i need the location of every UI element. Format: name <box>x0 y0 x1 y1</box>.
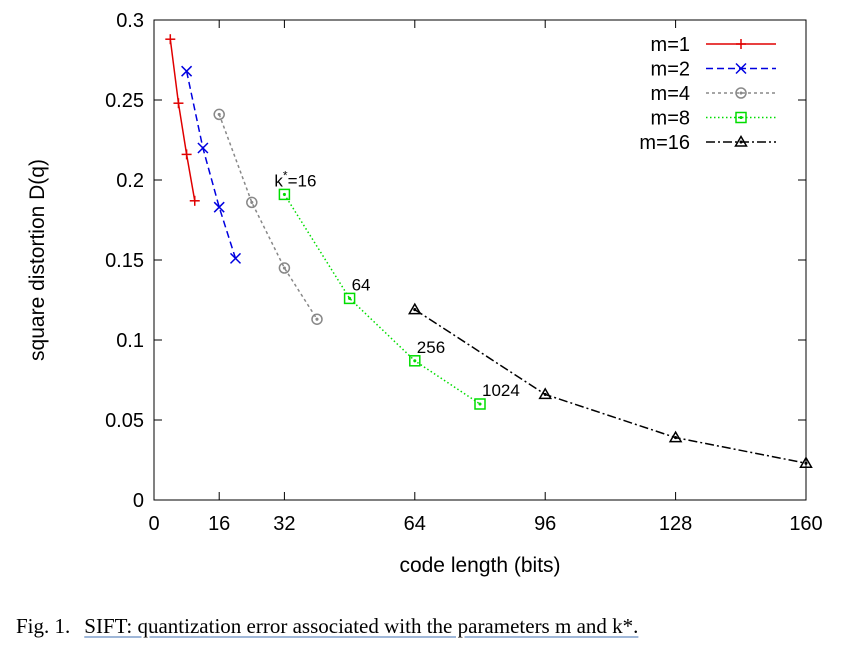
data-point-m=16 <box>407 302 422 315</box>
data-point-m=1 <box>181 149 192 160</box>
y-tick-label: 0.25 <box>105 90 144 112</box>
legend-marker <box>735 62 747 75</box>
legend-label: m=2 <box>651 59 690 81</box>
series-line-m=2 <box>185 71 237 259</box>
figure-caption: Fig. 1. SIFT: quantization error associat… <box>16 614 846 639</box>
legend-label: m=8 <box>651 108 690 130</box>
chart: 0 16 32 64 96 128 160 0 0.05 0.1 0.15 0.2 0.25 0.3 k*… <box>26 10 823 577</box>
data-point-m=4 <box>246 196 258 209</box>
data-point-m=1 <box>189 195 200 206</box>
data-point-m=16 <box>668 430 683 443</box>
caption-label: Fig. 1. <box>16 614 71 638</box>
data-point-m=8 <box>343 292 356 305</box>
legend-marker <box>734 135 748 147</box>
x-tick-label: 96 <box>534 513 556 535</box>
data-point-m=1 <box>173 98 184 109</box>
data-point-m=4 <box>213 108 225 121</box>
point-annotation: 256 <box>417 338 445 357</box>
data-point-m=8 <box>278 188 291 201</box>
x-tick-label: 64 <box>404 513 426 535</box>
data-point-m=16 <box>799 456 813 468</box>
series-line-m=16 <box>414 308 807 464</box>
y-tick-label: 0 <box>133 490 144 512</box>
y-tick-label: 0.1 <box>116 330 144 352</box>
series-line-m=1 <box>169 39 196 201</box>
x-tick-label: 160 <box>789 513 822 535</box>
x-axis-label: code length (bits) <box>399 554 560 577</box>
x-tick-label: 16 <box>208 513 230 535</box>
y-tick-label: 0.15 <box>105 250 144 272</box>
data-point-m=2 <box>213 201 225 213</box>
caption-text: SIFT: quantization error associated with… <box>84 614 639 638</box>
data-point-m=2 <box>229 252 242 264</box>
x-tick-label: 32 <box>273 513 295 535</box>
x-tick-label: 0 <box>148 513 159 535</box>
data-point-m=8 <box>409 355 421 367</box>
y-tick-label: 0.3 <box>116 10 144 32</box>
point-annotation: k*=16 <box>274 168 316 190</box>
legend: m=1 m=2m=4 m=8m=16 <box>639 34 776 154</box>
data-point-m=2 <box>197 142 209 154</box>
data-point-m=1 <box>165 34 176 45</box>
x-tick-label: 128 <box>659 513 692 535</box>
series-line-m=8 <box>283 194 481 405</box>
legend-label: m=1 <box>651 34 690 56</box>
plot-frame <box>153 19 807 501</box>
legend-label: m=4 <box>651 83 690 105</box>
data-point-m=2 <box>181 65 193 77</box>
legend-marker <box>736 39 746 49</box>
data-point-m=4 <box>311 313 323 325</box>
series-line-m=4 <box>218 114 318 320</box>
legend-marker <box>735 111 747 124</box>
y-tick-label: 0.2 <box>116 170 144 192</box>
point-annotation: 64 <box>352 275 371 294</box>
y-axis-label: square distortion D(q) <box>26 159 49 361</box>
data-point-m=16 <box>538 387 553 400</box>
legend-label: m=16 <box>639 132 690 154</box>
data-point-m=4 <box>278 262 291 274</box>
legend-marker <box>735 87 747 99</box>
data-point-m=8 <box>474 398 486 410</box>
y-tick-label: 0.05 <box>105 410 144 432</box>
point-annotation: 1024 <box>482 381 520 400</box>
